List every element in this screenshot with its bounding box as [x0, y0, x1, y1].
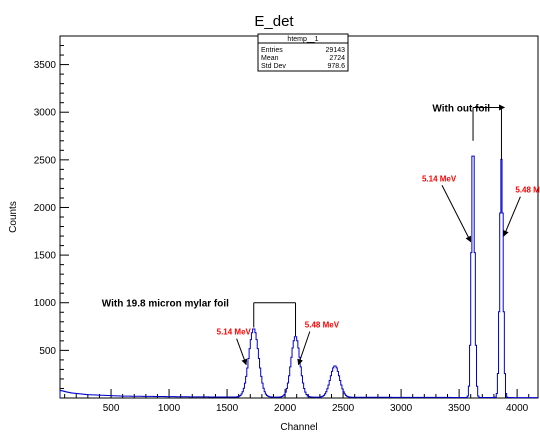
stats-label-entries: Entries — [261, 47, 283, 54]
stats-box: htemp__1 Entries 29143 Mean 2724 Std Dev… — [257, 33, 349, 72]
without-foil-label: With out foil — [432, 103, 490, 114]
stats-label-std-dev: Std Dev — [261, 63, 286, 70]
stats-value-std-dev: 978.6 — [327, 63, 345, 70]
x-tick-label: 1500 — [216, 403, 239, 414]
x-tick-label: 4000 — [506, 403, 529, 414]
energy-arrow — [503, 196, 521, 237]
annotations: With out foil With 19.8 micron mylar foil… — [102, 103, 540, 366]
y-axis-title: Counts — [8, 201, 19, 233]
x-axis-title: Channel — [280, 422, 317, 433]
energy-arrow — [441, 185, 472, 243]
x-tick-label: 2000 — [274, 403, 297, 414]
energy-arrow — [236, 338, 248, 366]
energy-label: 5.48 MeV — [305, 321, 340, 330]
stats-title: htemp__1 — [287, 36, 318, 43]
energy-label: 5.48 MeV — [515, 186, 540, 195]
energy-label: 5.14 MeV — [422, 174, 457, 183]
stats-value-mean: 2724 — [329, 55, 345, 62]
stats-value-entries: 29143 — [326, 47, 346, 54]
y-tick-label: 500 — [39, 346, 56, 357]
y-tick-label: 2000 — [34, 203, 57, 214]
x-tick-label: 500 — [103, 403, 120, 414]
y-tick-label: 1500 — [34, 251, 57, 262]
x-tick-label: 2500 — [332, 403, 355, 414]
x-tick-label: 3000 — [390, 403, 413, 414]
histogram-series — [59, 155, 538, 399]
mylar-foil-label: With 19.8 micron mylar foil — [102, 299, 229, 310]
stats-label-mean: Mean — [261, 55, 279, 62]
histogram-line — [59, 155, 538, 399]
x-tick-label: 3500 — [448, 403, 471, 414]
y-tick-label: 3000 — [34, 108, 57, 119]
energy-label: 5.14 MeV — [217, 328, 252, 337]
energy-arrow — [297, 331, 311, 366]
chart-title: E_det — [254, 13, 294, 30]
y-tick-label: 2500 — [34, 155, 57, 166]
y-tick-label: 3500 — [34, 60, 57, 71]
y-tick-label: 1000 — [34, 298, 57, 309]
x-tick-label: 1000 — [158, 403, 181, 414]
plot-frame — [59, 35, 539, 399]
